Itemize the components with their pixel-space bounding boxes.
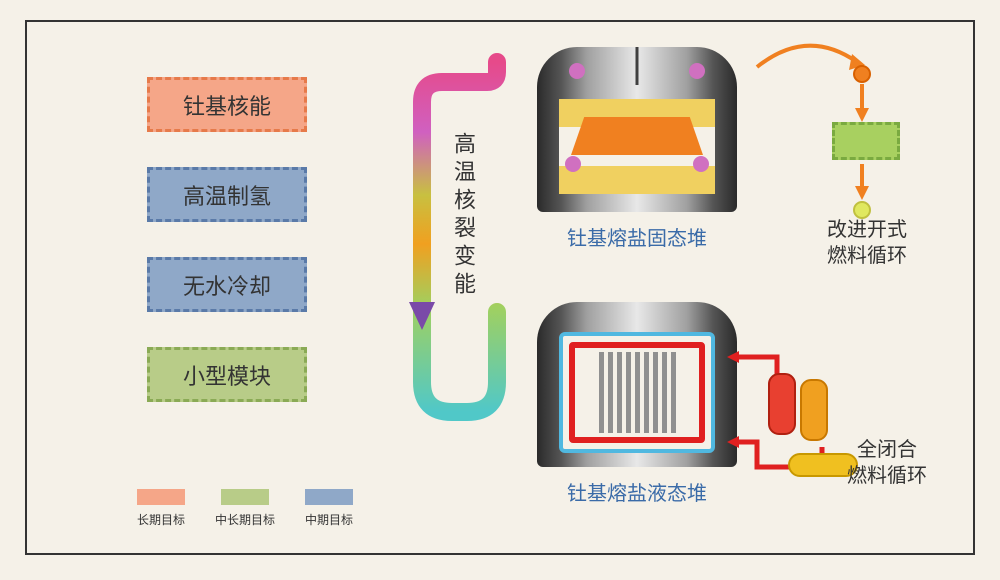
legend-swatch — [221, 489, 269, 505]
legend-item-0: 长期目标 — [137, 489, 185, 528]
legend-item-2: 中期目标 — [305, 489, 353, 528]
closed-cycle-label: 全闭合 燃料循环 — [847, 437, 927, 489]
solid-reactor: 钍基熔盐固态堆 — [537, 47, 737, 217]
liquid-reactor-label: 钍基熔盐液态堆 — [537, 477, 737, 506]
legend-label: 长期目标 — [137, 511, 185, 528]
legend-label: 中期目标 — [305, 511, 353, 528]
liquid-reactor: 钍基熔盐液态堆 — [537, 302, 737, 472]
diagram-frame: 钍基核能高温制氢无水冷却小型模块 高温核裂变能 — [25, 20, 975, 555]
legend-label: 中长期目标 — [215, 511, 275, 528]
solid-reactor-label: 钍基熔盐固态堆 — [537, 222, 737, 251]
open-cycle-label: 改进开式 燃料循环 — [827, 217, 907, 269]
goal-box-3: 小型模块 — [147, 347, 307, 402]
legend: 长期目标 中长期目标 中期目标 — [137, 489, 353, 528]
legend-swatch — [305, 489, 353, 505]
goal-box-1: 高温制氢 — [147, 167, 307, 222]
legend-item-1: 中长期目标 — [215, 489, 275, 528]
fission-energy-label: 高温核裂变能 — [447, 132, 479, 300]
goal-box-0: 钍基核能 — [147, 77, 307, 132]
open-cycle-box — [832, 122, 900, 160]
goal-box-2: 无水冷却 — [147, 257, 307, 312]
legend-swatch — [137, 489, 185, 505]
